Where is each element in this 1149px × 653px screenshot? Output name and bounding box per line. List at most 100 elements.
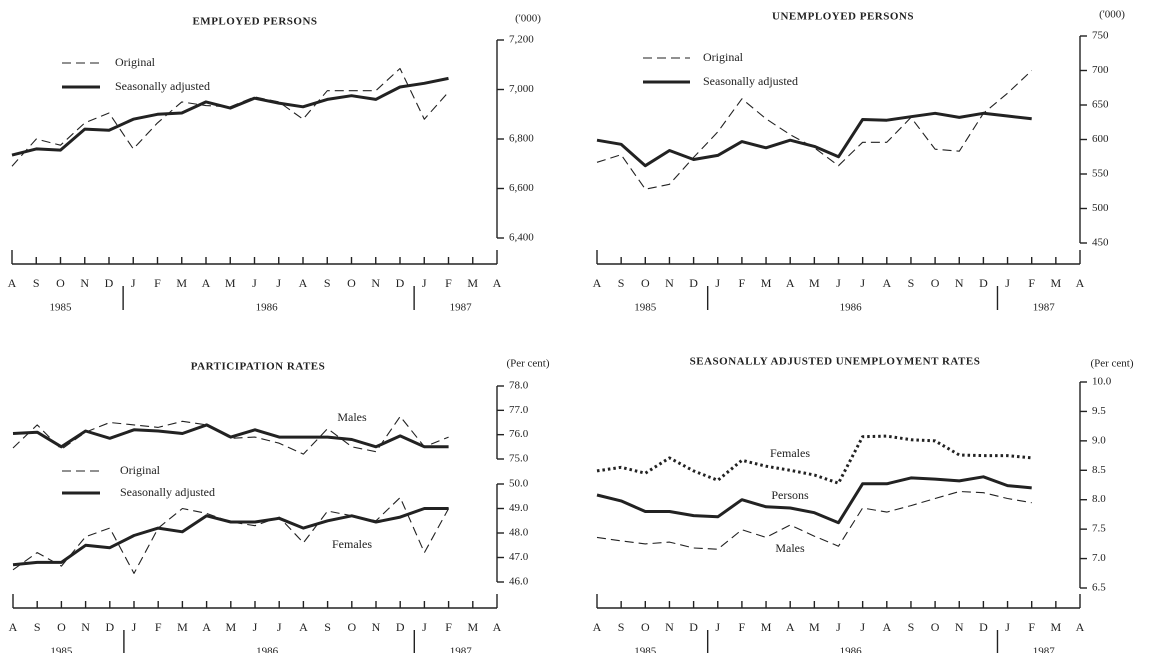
x-tick-label: M (809, 620, 820, 634)
x-tick-label: N (80, 276, 89, 290)
y-tick-label: 6,400 (509, 232, 534, 244)
y-tick-label: 550 (1092, 168, 1109, 180)
y-tick-label: 7,200 (509, 34, 534, 46)
series-line (596, 490, 1032, 550)
year-label: 1985 (50, 302, 73, 314)
legend-label: Original (120, 463, 161, 477)
x-tick-label: M (225, 620, 236, 634)
chart-title: SEASONALLY ADJUSTED UNEMPLOYMENT RATES (690, 356, 981, 368)
x-tick-label: M (1051, 620, 1062, 634)
y-tick-label: 700 (1092, 64, 1109, 76)
x-tick-label: S (34, 620, 41, 634)
series-line (596, 70, 1033, 190)
series-label: Persons (771, 488, 809, 502)
year-label: 1985 (50, 646, 73, 653)
x-tick-label: J (422, 276, 427, 290)
series-line (596, 434, 1032, 485)
x-tick-label: N (955, 620, 964, 634)
x-tick-label: S (908, 276, 915, 290)
series-line (11, 76, 449, 157)
x-tick-label: D (105, 620, 114, 634)
year-label: 1987 (1033, 302, 1056, 314)
x-tick-label: S (324, 276, 331, 290)
y-tick-label: 47.0 (509, 551, 529, 563)
x-tick-label: N (372, 620, 381, 634)
x-tick-label: J (860, 276, 865, 290)
legend-label: Seasonally adjusted (703, 74, 798, 88)
annotation: Females (332, 537, 372, 551)
x-tick-label: A (1076, 276, 1085, 290)
y-tick-label: 6.5 (1092, 582, 1106, 594)
y-tick-label: 48.0 (509, 527, 529, 539)
y-tick-label: 9.5 (1092, 405, 1106, 417)
x-tick-label: O (641, 276, 650, 290)
legend-label: Seasonally adjusted (115, 79, 210, 93)
x-tick-label: O (931, 620, 940, 634)
x-tick-label: D (396, 276, 405, 290)
x-tick-label: N (371, 276, 380, 290)
year-label: 1986 (840, 646, 863, 653)
y-tick-label: 750 (1092, 30, 1109, 42)
y-tick-label: 7.5 (1092, 523, 1106, 535)
x-tick-label: D (396, 620, 405, 634)
x-tick-label: D (105, 276, 114, 290)
y-tick-label: 76.0 (509, 428, 529, 440)
y-tick-label: 46.0 (509, 576, 529, 588)
x-tick-label: N (665, 276, 674, 290)
x-tick-label: F (1028, 620, 1035, 634)
x-tick-label: A (1076, 620, 1085, 634)
legend-label: Original (115, 55, 156, 69)
year-label: 1985 (634, 646, 657, 653)
chart-title: EMPLOYED PERSONS (192, 16, 317, 28)
chart-title: PARTICIPATION RATES (191, 361, 326, 373)
x-tick-label: O (931, 276, 940, 290)
series-line (596, 475, 1032, 525)
x-tick-label: J (252, 276, 257, 290)
y-tick-label: 450 (1092, 237, 1109, 249)
x-tick-label: A (299, 620, 308, 634)
x-tick-label: A (882, 620, 891, 634)
x-tick-label: O (57, 620, 66, 634)
x-tick-label: A (8, 276, 17, 290)
unit-label: ('000) (515, 13, 541, 25)
x-tick-label: N (81, 620, 90, 634)
x-tick-label: J (715, 620, 720, 634)
x-tick-label: S (618, 276, 625, 290)
series-line (596, 111, 1032, 168)
x-tick-label: J (277, 620, 282, 634)
x-tick-label: S (908, 620, 915, 634)
annotation: Males (337, 410, 367, 424)
x-tick-label: M (467, 620, 478, 634)
y-tick-label: 10.0 (1092, 376, 1112, 388)
x-tick-label: O (641, 620, 650, 634)
series-line (12, 496, 450, 574)
x-tick-label: J (860, 620, 865, 634)
x-tick-label: A (493, 620, 502, 634)
x-tick-label: J (131, 276, 136, 290)
legend-label: Seasonally adjusted (120, 485, 215, 499)
y-tick-label: 8.0 (1092, 493, 1106, 505)
x-tick-label: J (253, 620, 258, 634)
x-tick-label: F (739, 620, 746, 634)
x-tick-label: M (225, 276, 236, 290)
y-tick-label: 8.5 (1092, 464, 1106, 476)
x-tick-label: F (739, 276, 746, 290)
x-tick-label: F (445, 620, 452, 634)
y-tick-label: 600 (1092, 133, 1109, 145)
x-tick-label: A (202, 276, 211, 290)
x-tick-label: S (33, 276, 40, 290)
year-label: 1986 (256, 646, 279, 653)
y-tick-label: 7.0 (1092, 552, 1106, 564)
x-tick-label: M (177, 620, 188, 634)
y-tick-label: 9.0 (1092, 434, 1106, 446)
x-tick-label: A (786, 276, 795, 290)
x-tick-label: A (493, 276, 502, 290)
y-tick-label: 78.0 (509, 380, 529, 392)
x-tick-label: A (593, 276, 602, 290)
unit-label: (Per cent) (1090, 358, 1133, 370)
year-label: 1986 (840, 302, 863, 314)
x-tick-label: J (836, 276, 841, 290)
x-tick-label: A (9, 620, 18, 634)
x-tick-label: D (689, 620, 698, 634)
